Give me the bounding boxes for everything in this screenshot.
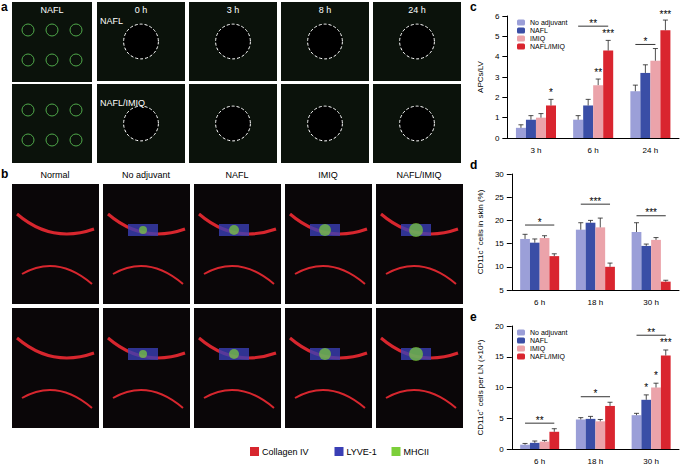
- svg-text:Collagen IV: Collagen IV: [262, 447, 309, 457]
- svg-text:**: **: [594, 67, 602, 78]
- svg-text:NAFL: NAFL: [100, 16, 123, 26]
- svg-text:No adjuvant: No adjuvant: [530, 19, 567, 27]
- svg-text:3 h: 3 h: [530, 146, 541, 155]
- svg-text:24 h: 24 h: [643, 146, 659, 155]
- svg-text:*: *: [643, 36, 647, 47]
- svg-text:10: 10: [495, 383, 504, 392]
- svg-text:15: 15: [495, 352, 504, 361]
- svg-text:6 h: 6 h: [534, 457, 545, 466]
- svg-text:NAFL/IMIQ: NAFL/IMIQ: [530, 43, 566, 51]
- svg-text:CD11c⁺ cells per LN (×10⁴): CD11c⁺ cells per LN (×10⁴): [476, 339, 485, 435]
- svg-text:30 h: 30 h: [643, 298, 659, 307]
- svg-text:18 h: 18 h: [588, 298, 604, 307]
- svg-text:IMIQ: IMIQ: [530, 35, 546, 43]
- svg-text:NAFL: NAFL: [530, 27, 548, 34]
- svg-text:**: **: [589, 18, 597, 29]
- svg-text:***: ***: [660, 9, 672, 20]
- svg-text:APCs/LV: APCs/LV: [476, 60, 485, 93]
- svg-text:18 h: 18 h: [588, 457, 604, 466]
- svg-text:2: 2: [495, 93, 500, 102]
- svg-text:0: 0: [499, 445, 504, 454]
- svg-text:NAFL: NAFL: [225, 170, 248, 180]
- svg-text:b: b: [1, 167, 8, 181]
- svg-text:**: **: [647, 327, 655, 338]
- svg-text:LYVE-1: LYVE-1: [347, 447, 377, 457]
- svg-text:0 h: 0 h: [135, 5, 148, 15]
- svg-text:***: ***: [602, 28, 614, 39]
- svg-text:IMIQ: IMIQ: [318, 170, 338, 180]
- svg-text:MHCII: MHCII: [404, 447, 430, 457]
- svg-text:6 h: 6 h: [534, 298, 545, 307]
- svg-text:6 h: 6 h: [588, 146, 599, 155]
- svg-text:*: *: [538, 217, 542, 228]
- svg-text:20: 20: [495, 322, 504, 331]
- svg-text:6: 6: [495, 12, 500, 21]
- svg-text:NAFL/IMIQ: NAFL/IMIQ: [396, 170, 441, 180]
- svg-text:24 h: 24 h: [408, 5, 426, 15]
- svg-text:*: *: [654, 370, 658, 381]
- svg-text:NAFL/IMIQ: NAFL/IMIQ: [530, 353, 566, 361]
- svg-text:3: 3: [495, 73, 500, 82]
- svg-text:5: 5: [495, 32, 500, 41]
- svg-text:CD11c⁺ cells in skin (%): CD11c⁺ cells in skin (%): [476, 189, 485, 274]
- svg-text:a: a: [1, 0, 8, 14]
- svg-text:30 h: 30 h: [643, 457, 659, 466]
- svg-text:NAFL: NAFL: [530, 337, 548, 344]
- svg-text:NAFL/IMIQ: NAFL/IMIQ: [100, 98, 145, 108]
- svg-text:4: 4: [495, 52, 500, 61]
- svg-text:Normal: Normal: [40, 170, 69, 180]
- svg-text:*: *: [549, 87, 553, 98]
- svg-text:5: 5: [499, 414, 504, 423]
- svg-text:***: ***: [660, 337, 672, 348]
- svg-text:*: *: [593, 388, 597, 399]
- svg-text:***: ***: [645, 207, 657, 218]
- svg-text:8 h: 8 h: [319, 5, 332, 15]
- svg-text:30: 30: [495, 170, 504, 179]
- svg-text:e: e: [470, 310, 477, 324]
- svg-text:10: 10: [495, 262, 504, 271]
- svg-text:No adjuvant: No adjuvant: [122, 170, 171, 180]
- svg-text:*: *: [644, 382, 648, 393]
- svg-text:***: ***: [590, 196, 602, 207]
- svg-text:c: c: [470, 0, 477, 14]
- svg-text:d: d: [470, 158, 477, 172]
- svg-text:**: **: [536, 415, 544, 426]
- svg-text:1: 1: [495, 113, 500, 122]
- svg-text:No adjuvant: No adjuvant: [530, 329, 567, 337]
- svg-text:25: 25: [495, 193, 504, 202]
- svg-text:20: 20: [495, 216, 504, 225]
- svg-text:3 h: 3 h: [227, 5, 240, 15]
- svg-text:0: 0: [495, 134, 500, 143]
- svg-text:15: 15: [495, 239, 504, 248]
- svg-text:5: 5: [499, 286, 504, 295]
- svg-text:NAFL: NAFL: [40, 5, 63, 15]
- svg-text:IMIQ: IMIQ: [530, 345, 546, 353]
